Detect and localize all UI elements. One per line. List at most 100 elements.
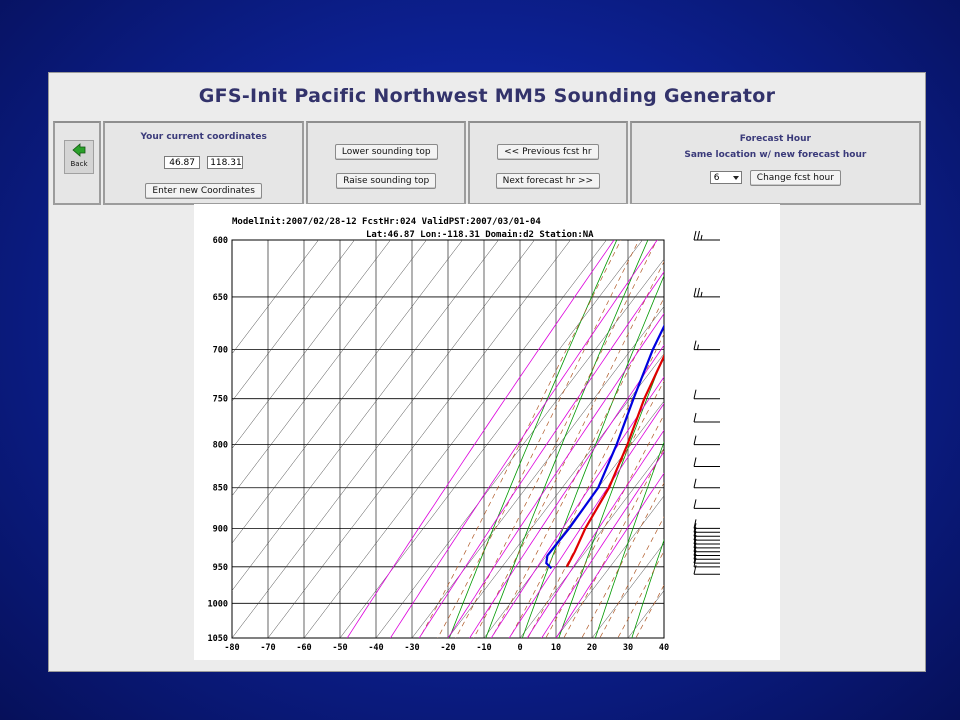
y-tick-label: 850 (213, 484, 228, 494)
coordinates-heading: Your current coordinates (140, 132, 267, 142)
y-tick-label: 1050 (208, 634, 228, 644)
isotherm-line (232, 240, 319, 355)
x-tick-label: 30 (623, 643, 633, 653)
previous-fcst-button[interactable]: << Previous fcst hr (497, 144, 599, 160)
y-tick-label: 600 (213, 236, 228, 246)
dry-adiabat-line (594, 441, 664, 638)
longitude-field[interactable]: 118.31 (207, 156, 244, 169)
wind-barb-flag (697, 230, 700, 241)
wind-barb (693, 499, 720, 509)
wind-barb-flag (693, 542, 697, 552)
wind-barb-flag (693, 550, 697, 560)
dry-adiabat-line (631, 538, 664, 638)
wind-barb-flag (693, 457, 697, 467)
wind-barb-flag (693, 230, 697, 241)
wind-barb-flag (693, 412, 697, 423)
back-label: Back (70, 160, 88, 168)
mixing-ratio-line (555, 472, 664, 638)
wind-barb-half (700, 234, 703, 241)
wind-barb (693, 519, 720, 529)
mixing-ratio-line (469, 344, 664, 638)
wind-barb (693, 557, 720, 568)
wind-barb-flag (693, 565, 697, 575)
wind-barb-flag (693, 534, 697, 545)
mixing-ratio-line (346, 240, 615, 638)
app-panel: GFS-Init Pacific Northwest MM5 Sounding … (48, 72, 926, 672)
wind-barb-flag (697, 287, 700, 298)
mixing-ratio-line (389, 240, 658, 638)
x-tick-label: -70 (260, 643, 275, 653)
wind-barb-flag (693, 538, 697, 548)
dry-adiabat-line (776, 228, 780, 645)
isotherm-line (232, 240, 499, 592)
forecast-hour-cell: Forecast Hour Same location w/ new forec… (629, 121, 921, 205)
wind-barb-flag (693, 478, 697, 488)
y-tick-label: 650 (213, 293, 228, 303)
wind-barb (693, 538, 720, 549)
skewt-chart: ModelInit:2007/02/28-12 FcstHr:024 Valid… (194, 204, 780, 660)
x-tick-label: 20 (587, 643, 597, 653)
wind-barb-flag (693, 287, 697, 298)
x-tick-label: 0 (517, 643, 522, 653)
wind-barb (693, 531, 720, 541)
wind-barb (693, 340, 720, 351)
y-tick-label: 1000 (208, 599, 228, 609)
x-tick-label: -40 (368, 643, 383, 653)
x-tick-label: -80 (224, 643, 239, 653)
wind-barb-flag (693, 435, 697, 445)
back-cell: Back (53, 121, 101, 205)
moist-adiabat-line (509, 333, 664, 638)
isotherm-line (555, 495, 664, 638)
wind-barb-half (700, 291, 703, 298)
next-fcst-button[interactable]: Next forecast hr >> (495, 173, 601, 189)
wind-barb (693, 478, 720, 489)
wind-barb-flag (693, 527, 697, 537)
change-fcst-hour-button[interactable]: Change fcst hour (749, 169, 841, 186)
sounding-cell: Lower sounding top Raise sounding top (306, 121, 467, 205)
page-title: GFS-Init Pacific Northwest MM5 Sounding … (198, 85, 776, 107)
wind-barb (693, 527, 720, 537)
isotherm-line (663, 637, 664, 638)
lower-sounding-button[interactable]: Lower sounding top (334, 144, 438, 160)
wind-barb-flag (693, 340, 697, 350)
wind-barb-flag (693, 523, 697, 533)
toolbar: Back Your current coordinates 46.87 118.… (53, 121, 921, 205)
skewt-svg: ModelInit:2007/02/28-12 FcstHr:024 Valid… (208, 216, 780, 653)
y-tick-label: 700 (213, 346, 228, 356)
dry-adiabat-line (666, 228, 780, 645)
forecast-hour-selected: 6 (713, 173, 720, 183)
x-tick-label: -20 (440, 643, 455, 653)
y-tick-label: 900 (213, 524, 228, 534)
wind-barb (693, 523, 720, 533)
back-button[interactable]: Back (64, 140, 94, 174)
wind-barb (693, 542, 720, 553)
isotherm-line (303, 240, 607, 638)
wind-barb (693, 457, 720, 467)
enter-coordinates-button[interactable]: Enter new Coordinates (145, 183, 262, 199)
moist-adiabat-line (563, 448, 664, 638)
y-tick-label: 750 (213, 395, 228, 405)
latitude-field[interactable]: 46.87 (164, 156, 201, 169)
moist-adiabat-line (419, 240, 622, 638)
raise-sounding-button[interactable]: Raise sounding top (336, 173, 437, 189)
wind-barb-half (697, 344, 699, 350)
isotherm-line (411, 306, 664, 638)
x-tick-label: -30 (404, 643, 419, 653)
y-tick-label: 950 (213, 563, 228, 573)
wind-barb-layer (693, 230, 720, 575)
isotherm-line (591, 542, 664, 638)
chart-title: ModelInit:2007/02/28-12 FcstHr:024 Valid… (232, 216, 541, 227)
wind-barb (693, 287, 720, 298)
x-tick-label: -10 (476, 643, 491, 653)
wind-barb-flag (693, 519, 697, 529)
isotherm-line (232, 240, 535, 638)
y-tick-label: 800 (213, 441, 228, 451)
x-tick-label: 10 (551, 643, 561, 653)
isotherm-line (447, 353, 664, 638)
forecast-hour-select[interactable]: 6 (709, 171, 742, 184)
series-layer (545, 324, 664, 570)
chart-subtitle: Lat:46.87 Lon:-118.31 Domain:d2 Station:… (366, 229, 594, 240)
mixing-ratio-line (490, 376, 664, 638)
wind-barb-flag (693, 531, 697, 541)
grid-layer (232, 228, 780, 645)
